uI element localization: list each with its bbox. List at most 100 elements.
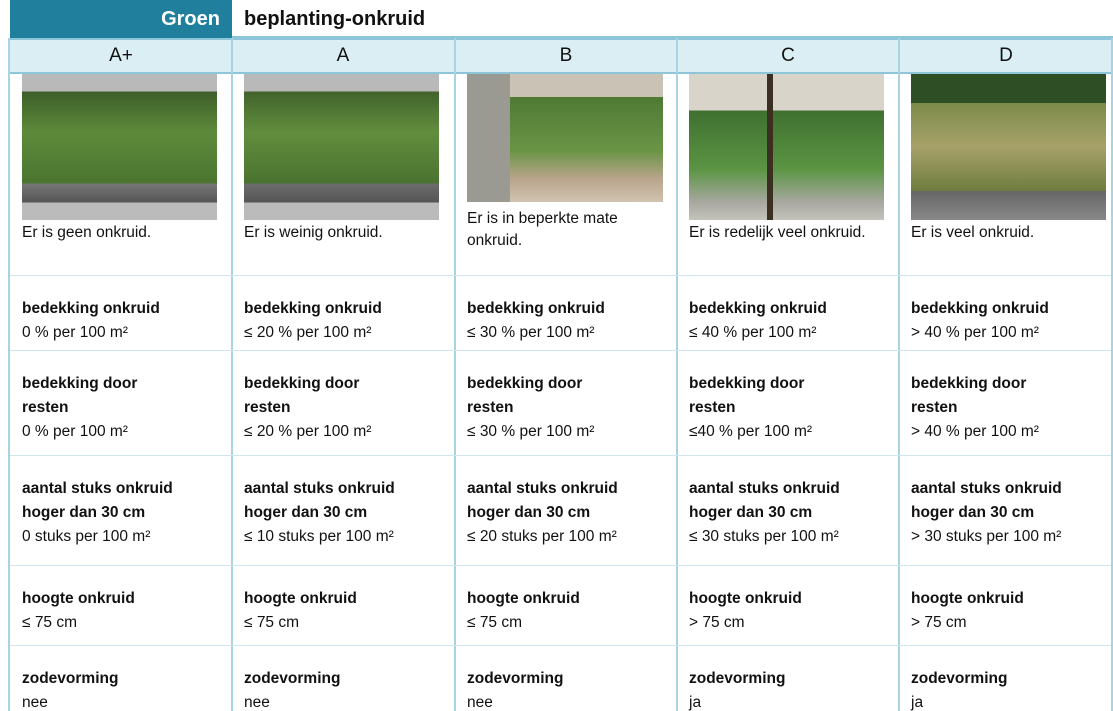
criterion-label: zodevorming <box>467 667 677 691</box>
criterion-value: ≤ 20 % per 100 m² <box>244 321 454 345</box>
criterion-value: > 40 % per 100 m² <box>911 321 1113 345</box>
criterion-label: hoger dan 30 cm <box>244 501 454 525</box>
criterion-value: > 75 cm <box>911 611 1113 635</box>
criterion-label: bedekking onkruid <box>467 297 677 321</box>
grade-header: C <box>677 38 899 74</box>
category-label: Groen <box>10 0 232 38</box>
criterion-value: ≤ 75 cm <box>244 611 454 635</box>
criterion-label: resten <box>244 396 454 420</box>
photo <box>244 74 439 220</box>
row-divider <box>10 275 1111 276</box>
criterion-value: ≤40 % per 100 m² <box>689 420 899 444</box>
criterion-label: aantal stuks onkruid <box>244 477 454 501</box>
criterion-value: 0 stuks per 100 m² <box>22 525 232 549</box>
criterion-label: resten <box>22 396 232 420</box>
criterion-label: hoger dan 30 cm <box>911 501 1113 525</box>
criterion-value: ≤ 75 cm <box>467 611 677 635</box>
criterion-label: zodevorming <box>911 667 1113 691</box>
criterion-cell: hoogte onkruid≤ 75 cm <box>232 587 454 635</box>
criterion-value: nee <box>244 691 454 711</box>
grade-header: B <box>455 38 677 74</box>
criterion-value: ja <box>689 691 899 711</box>
criterion-label: aantal stuks onkruid <box>467 477 677 501</box>
criterion-label: resten <box>689 396 899 420</box>
criterion-label: bedekking door <box>911 372 1113 396</box>
criterion-label: hoogte onkruid <box>467 587 677 611</box>
photo <box>467 74 663 202</box>
criterion-label: bedekking door <box>22 372 232 396</box>
column-divider <box>676 38 678 711</box>
criterion-label: hoogte onkruid <box>22 587 232 611</box>
caption: Er is in beperkte mate onkruid. <box>455 208 677 252</box>
page-title: beplanting-onkruid <box>244 0 425 38</box>
criterion-label: zodevorming <box>689 667 899 691</box>
criterion-value: ja <box>911 691 1113 711</box>
criterion-label: aantal stuks onkruid <box>911 477 1113 501</box>
criterion-value: ≤ 20 stuks per 100 m² <box>467 525 677 549</box>
criterion-cell: aantal stuks onkruidhoger dan 30 cm≤ 30 … <box>677 477 899 549</box>
criterion-label: bedekking door <box>689 372 899 396</box>
criterion-value: ≤ 10 stuks per 100 m² <box>244 525 454 549</box>
column-divider <box>898 38 900 711</box>
criterion-value: ≤ 75 cm <box>22 611 232 635</box>
criterion-label: hoger dan 30 cm <box>689 501 899 525</box>
criterion-cell: hoogte onkruid≤ 75 cm <box>455 587 677 635</box>
criterion-label: bedekking door <box>467 372 677 396</box>
column-divider <box>8 38 10 711</box>
criterion-value: 0 % per 100 m² <box>22 321 232 345</box>
criterion-label: zodevorming <box>22 667 232 691</box>
row-divider <box>10 350 1111 351</box>
row-divider <box>10 645 1111 646</box>
caption: Er is redelijk veel onkruid. <box>677 222 899 244</box>
criterion-value: > 30 stuks per 100 m² <box>911 525 1113 549</box>
column-divider <box>454 38 456 711</box>
criterion-label: zodevorming <box>244 667 454 691</box>
criterion-label: hoger dan 30 cm <box>467 501 677 525</box>
criterion-value: nee <box>467 691 677 711</box>
criterion-value: > 75 cm <box>689 611 899 635</box>
criterion-cell: bedekking onkruid≤ 30 % per 100 m² <box>455 297 677 345</box>
caption: Er is geen onkruid. <box>10 222 232 244</box>
criterion-label: hoogte onkruid <box>689 587 899 611</box>
criterion-label: bedekking onkruid <box>22 297 232 321</box>
criterion-label: hoger dan 30 cm <box>22 501 232 525</box>
criterion-cell: bedekking onkruid≤ 20 % per 100 m² <box>232 297 454 345</box>
criterion-value: nee <box>22 691 232 711</box>
criterion-cell: hoogte onkruid≤ 75 cm <box>10 587 232 635</box>
criterion-cell: bedekking onkruid≤ 40 % per 100 m² <box>677 297 899 345</box>
criterion-cell: hoogte onkruid> 75 cm <box>899 587 1113 635</box>
grade-header: A+ <box>10 38 232 74</box>
criterion-label: bedekking door <box>244 372 454 396</box>
criterion-cell: bedekking onkruid> 40 % per 100 m² <box>899 297 1113 345</box>
criterion-value: 0 % per 100 m² <box>22 420 232 444</box>
photo <box>22 74 217 220</box>
criterion-label: hoogte onkruid <box>244 587 454 611</box>
grade-header: A <box>232 38 454 74</box>
criterion-label: bedekking onkruid <box>689 297 899 321</box>
criterion-label: resten <box>911 396 1113 420</box>
caption: Er is weinig onkruid. <box>232 222 454 244</box>
criterion-value: > 40 % per 100 m² <box>911 420 1113 444</box>
criterion-cell: hoogte onkruid> 75 cm <box>677 587 899 635</box>
criterion-label: hoogte onkruid <box>911 587 1113 611</box>
criterion-value: ≤ 40 % per 100 m² <box>689 321 899 345</box>
criterion-label: aantal stuks onkruid <box>22 477 232 501</box>
grade-header: D <box>899 38 1113 74</box>
criterion-label: resten <box>467 396 677 420</box>
row-divider <box>10 455 1111 456</box>
